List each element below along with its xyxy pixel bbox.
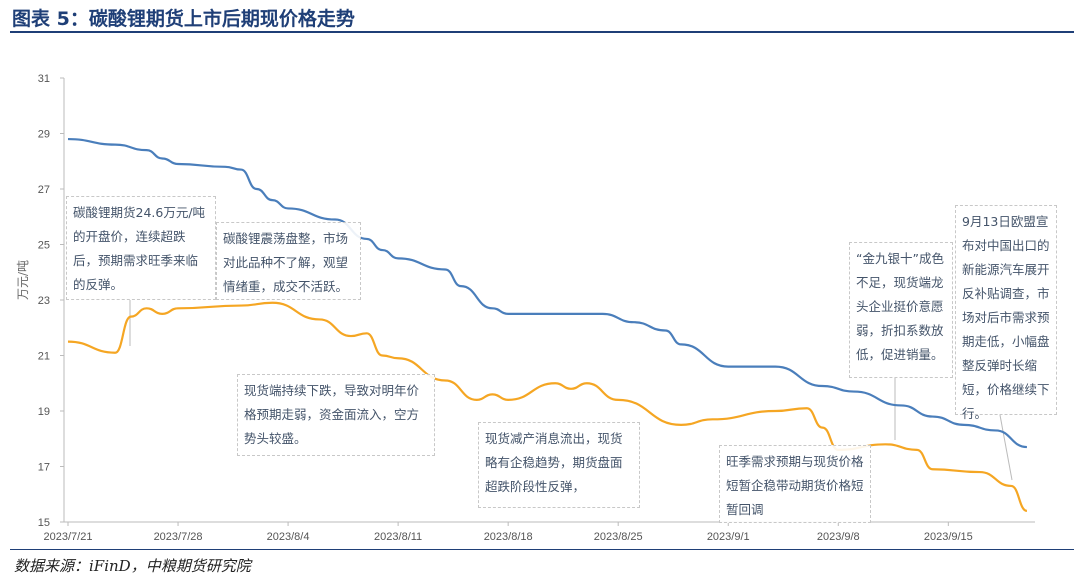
annotation-4: 现货减产消息流出，现货略有企稳趋势，期货盘面超跌阶段性反弹，	[478, 422, 640, 508]
x-tick-label: 2023/9/1	[707, 531, 750, 543]
annotation-6: “金九银十”成色不足，现货端龙头企业挺价意愿弱，折扣系数放低，促进销量。	[849, 242, 953, 378]
chart-title: 图表 5：碳酸锂期货上市后期现价格走势	[12, 8, 355, 30]
x-tick-label: 2023/8/18	[484, 531, 533, 543]
annotation-connector	[999, 414, 1013, 481]
y-tick-label: 31	[38, 73, 50, 85]
y-tick-label: 19	[38, 406, 50, 418]
annotation-5: 旺季需求预期与现货价格短暂企稳带动期货价格短暂回调	[719, 445, 871, 523]
title-divider	[10, 31, 1074, 33]
x-tick-label: 2023/8/25	[594, 531, 643, 543]
x-tick-label: 2023/8/11	[374, 531, 422, 543]
x-tick-label: 2023/7/28	[154, 531, 203, 543]
data-source: 数据来源：iFinD，中粮期货研究院	[14, 557, 251, 575]
x-tick-label: 2023/9/15	[924, 531, 973, 543]
x-tick-label: 2023/9/8	[817, 531, 860, 543]
y-tick-label: 29	[38, 129, 50, 141]
y-tick-label: 21	[38, 351, 50, 363]
y-tick-label: 23	[38, 295, 50, 307]
annotation-2: 碳酸锂震荡盘整，市场对此品种不了解，观望情绪重，成交不活跃。	[216, 222, 361, 300]
y-tick-label: 17	[38, 462, 50, 474]
annotation-1: 碳酸锂期货24.6万元/吨的开盘价，连续超跌后，预期需求旺季来临的反弹。	[66, 196, 216, 300]
x-tick-label: 2023/8/4	[267, 531, 310, 543]
annotation-3: 现货端持续下跌，导致对明年价格预期走弱，资金面流入，空方势头较盛。	[237, 374, 435, 456]
y-tick-label: 15	[38, 517, 50, 529]
y-tick-label: 27	[38, 184, 50, 196]
x-tick-label: 2023/7/21	[44, 531, 93, 543]
y-tick-label: 25	[38, 240, 50, 252]
footer-divider	[10, 549, 1074, 550]
annotation-7: 9月13日欧盟宣布对中国出口的新能源汽车展开反补贴调查，市场对后市需求预期走低，…	[955, 205, 1057, 421]
